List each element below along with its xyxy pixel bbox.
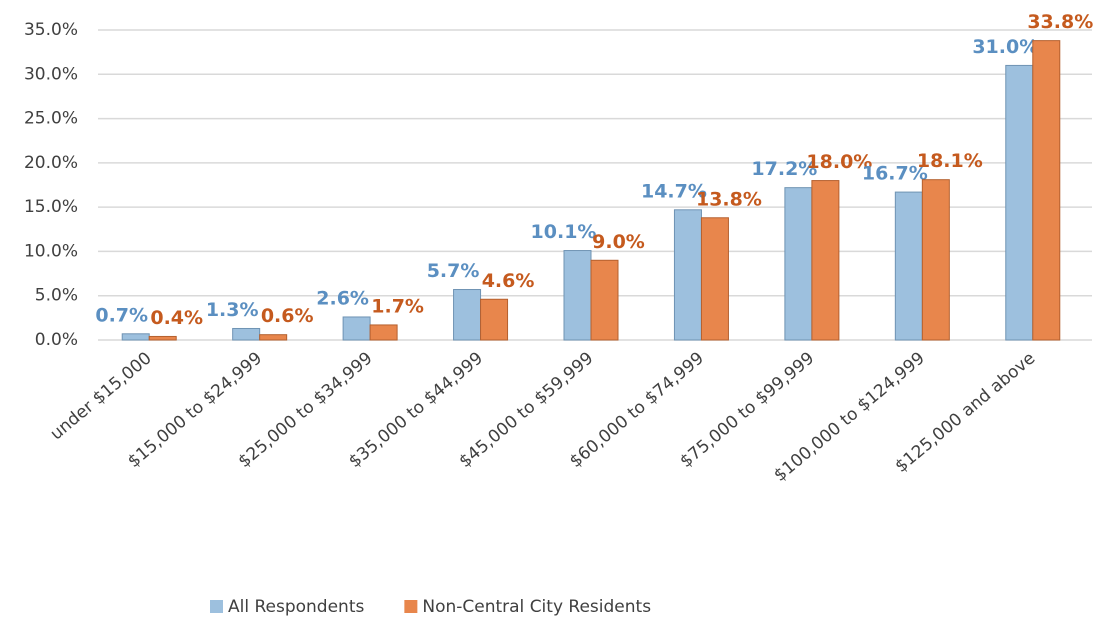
legend-swatch — [210, 600, 223, 613]
value-label: 9.0% — [592, 231, 645, 253]
y-tick-label: 0.0% — [35, 330, 78, 350]
y-tick-label: 10.0% — [24, 241, 78, 261]
value-label: 18.0% — [806, 151, 872, 173]
value-label: 17.2% — [751, 158, 817, 180]
bar — [894, 191, 923, 341]
bar — [1005, 64, 1034, 341]
bar — [453, 289, 482, 341]
bar — [259, 334, 288, 341]
value-label: 5.7% — [427, 260, 480, 282]
bar — [1032, 40, 1061, 341]
y-tick-label: 25.0% — [24, 109, 78, 129]
value-label: 31.0% — [972, 36, 1038, 58]
y-tick-label: 5.0% — [35, 286, 78, 306]
x-tick-label: under $15,000 — [47, 348, 156, 444]
value-label: 4.6% — [482, 270, 535, 292]
bar — [563, 250, 592, 341]
value-label: 1.3% — [206, 299, 259, 321]
value-label: 0.7% — [95, 304, 148, 326]
value-label: 18.1% — [917, 150, 983, 172]
y-tick-label: 20.0% — [24, 153, 78, 173]
value-label: 13.8% — [696, 188, 762, 210]
bar — [673, 209, 702, 341]
value-label: 14.7% — [641, 180, 707, 202]
value-label: 0.6% — [261, 305, 314, 327]
bar — [232, 327, 261, 341]
bar — [148, 335, 177, 341]
value-label: 0.4% — [150, 307, 203, 329]
legend-label: Non-Central City Residents — [422, 597, 651, 617]
bar — [784, 187, 813, 341]
y-tick-label: 35.0% — [24, 20, 78, 40]
y-tick-label: 15.0% — [24, 197, 78, 217]
bar — [342, 316, 371, 341]
bar — [590, 259, 619, 341]
bar — [480, 298, 509, 341]
value-label: 1.7% — [371, 295, 424, 317]
bar — [121, 333, 150, 341]
legend-label: All Respondents — [228, 597, 365, 617]
value-label: 16.7% — [862, 163, 928, 185]
value-label: 2.6% — [316, 287, 369, 309]
bar — [921, 179, 950, 341]
bar — [811, 180, 840, 341]
y-tick-label: 30.0% — [24, 64, 78, 84]
legend-swatch — [404, 600, 418, 613]
value-label: 10.1% — [531, 221, 597, 243]
value-label: 33.8% — [1027, 11, 1093, 33]
bar — [369, 324, 398, 341]
bar — [700, 217, 729, 341]
